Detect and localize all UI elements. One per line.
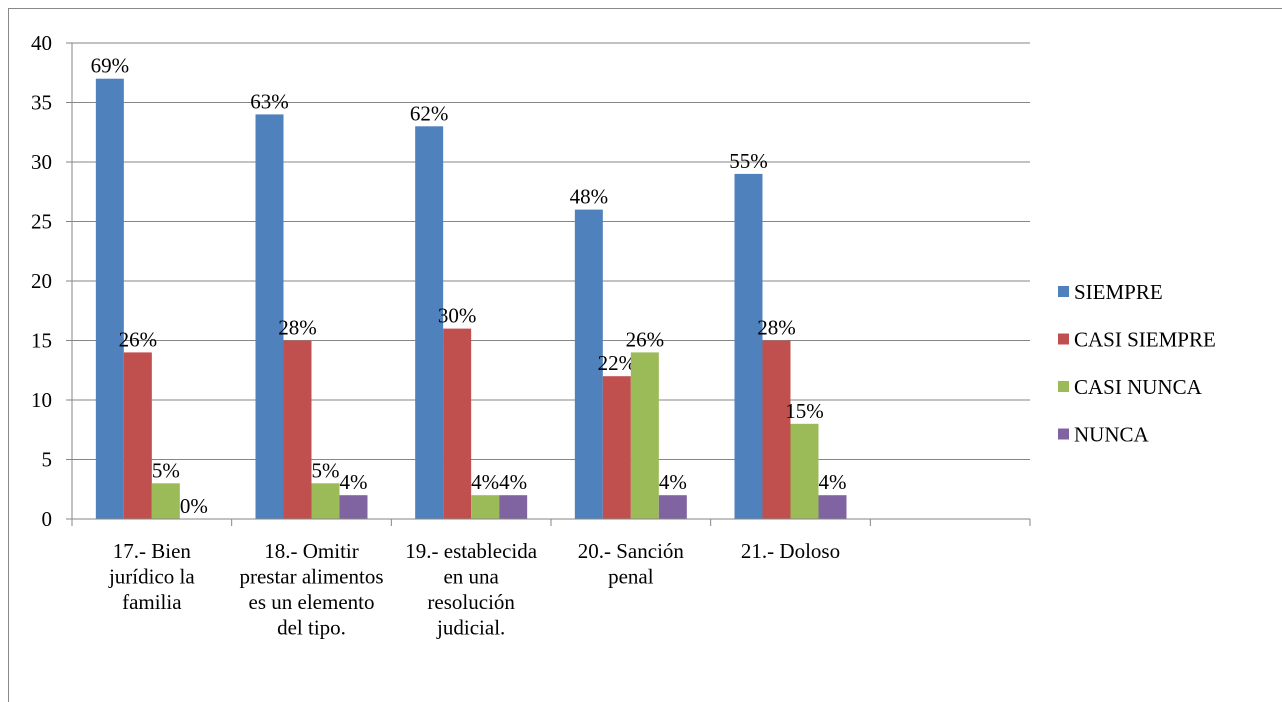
legend-label: CASI SIEMPRE <box>1074 328 1216 352</box>
data-label: 48% <box>570 185 609 209</box>
bar <box>602 376 631 519</box>
bar <box>790 423 819 519</box>
x-tick-label: 19.- establecida en una resolución judicial… <box>405 539 537 640</box>
bar <box>151 483 180 519</box>
legend-label: NUNCA <box>1074 423 1150 447</box>
y-tick-label: 35 <box>31 91 52 115</box>
bar <box>311 483 340 519</box>
bar <box>734 173 763 519</box>
x-tick-label: 20.- Sanción penal <box>578 539 685 589</box>
data-label: 30% <box>438 304 477 328</box>
bar <box>123 352 152 519</box>
legend-swatch <box>1058 381 1069 392</box>
bar <box>574 209 603 519</box>
data-label: 55% <box>729 149 768 173</box>
legend-swatch <box>1058 428 1069 440</box>
bar <box>499 495 528 519</box>
data-label: 62% <box>410 101 449 125</box>
bar <box>255 114 284 520</box>
data-label: 26% <box>119 327 158 351</box>
data-label: 4% <box>499 470 527 494</box>
data-label: 0% <box>180 494 208 518</box>
y-tick-label: 40 <box>31 31 52 55</box>
data-label: 4% <box>340 470 368 494</box>
y-tick-label: 15 <box>31 329 52 353</box>
data-label: 4% <box>659 470 687 494</box>
bar <box>471 495 500 519</box>
data-label: 63% <box>250 89 289 113</box>
data-label: 5% <box>152 458 180 482</box>
bar <box>818 495 847 519</box>
y-tick-label: 5 <box>42 448 53 472</box>
x-tick-label: 21.- Doloso <box>741 539 840 563</box>
x-tick-label: 17.- Bien jurídico la familia <box>108 539 195 614</box>
data-label: 28% <box>278 316 317 340</box>
bar <box>658 495 687 519</box>
y-tick-label: 10 <box>31 388 52 412</box>
bar <box>339 495 368 519</box>
legend-label: CASI NUNCA <box>1074 375 1203 399</box>
bar <box>630 352 659 519</box>
legend-label: SIEMPRE <box>1074 280 1163 304</box>
legend-swatch <box>1058 286 1069 297</box>
y-tick-label: 20 <box>31 269 52 293</box>
data-label: 69% <box>91 54 130 78</box>
data-label: 26% <box>626 327 665 351</box>
bar <box>415 126 444 520</box>
bar <box>762 340 791 519</box>
data-label: 4% <box>471 470 499 494</box>
x-tick-label: 18.- Omitir prestar alimentos es un elemen… <box>239 539 383 640</box>
data-label: 15% <box>785 399 824 423</box>
data-label: 22% <box>598 351 637 375</box>
y-tick-label: 25 <box>31 210 52 234</box>
data-label: 5% <box>312 458 340 482</box>
data-label: 28% <box>757 316 796 340</box>
y-tick-label: 0 <box>42 507 53 531</box>
y-tick-label: 30 <box>31 150 52 174</box>
legend-swatch <box>1058 333 1069 345</box>
bar <box>283 340 312 519</box>
data-label: 4% <box>819 470 847 494</box>
frame <box>8 8 1282 702</box>
bar <box>95 78 124 519</box>
bar <box>443 328 472 519</box>
